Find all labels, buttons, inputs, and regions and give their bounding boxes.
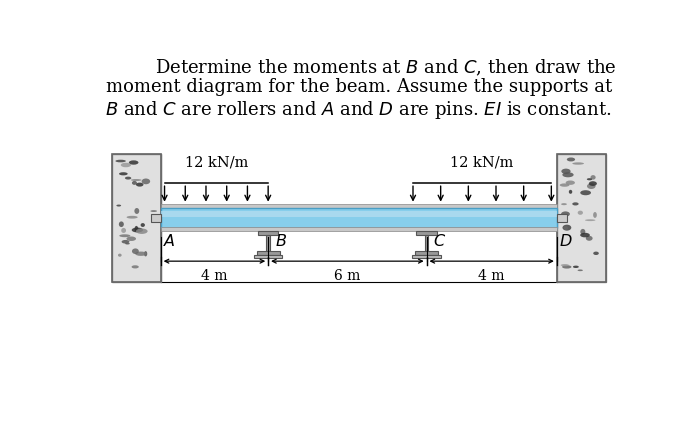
Ellipse shape xyxy=(135,252,146,256)
Ellipse shape xyxy=(127,216,138,219)
Ellipse shape xyxy=(562,172,573,177)
Ellipse shape xyxy=(578,211,583,215)
Text: 6 m: 6 m xyxy=(334,268,360,282)
Bar xyxy=(112,154,161,282)
Bar xyxy=(161,204,556,208)
Ellipse shape xyxy=(121,228,126,233)
Ellipse shape xyxy=(132,249,139,254)
Ellipse shape xyxy=(116,205,121,206)
Ellipse shape xyxy=(141,179,150,184)
Ellipse shape xyxy=(141,223,145,227)
Ellipse shape xyxy=(136,183,144,187)
Ellipse shape xyxy=(150,210,157,212)
Ellipse shape xyxy=(116,160,126,162)
Ellipse shape xyxy=(561,169,570,174)
Ellipse shape xyxy=(573,202,579,205)
Ellipse shape xyxy=(119,221,124,227)
Bar xyxy=(161,208,556,227)
Bar xyxy=(151,214,161,222)
Ellipse shape xyxy=(132,265,139,268)
Text: 4 m: 4 m xyxy=(478,268,505,282)
Bar xyxy=(258,231,279,235)
Ellipse shape xyxy=(566,180,575,185)
Text: 4 m: 4 m xyxy=(201,268,228,282)
Bar xyxy=(556,154,606,282)
Ellipse shape xyxy=(127,236,136,241)
Bar xyxy=(161,227,556,231)
Ellipse shape xyxy=(569,190,573,194)
Ellipse shape xyxy=(119,234,130,237)
Text: $\mathit{C}$: $\mathit{C}$ xyxy=(433,233,446,250)
Ellipse shape xyxy=(562,265,571,268)
Bar xyxy=(416,231,437,235)
Ellipse shape xyxy=(580,229,585,235)
Ellipse shape xyxy=(587,178,592,180)
Ellipse shape xyxy=(131,179,141,181)
Ellipse shape xyxy=(580,233,590,237)
Bar xyxy=(556,154,606,282)
Ellipse shape xyxy=(129,160,139,165)
Bar xyxy=(266,235,270,251)
Ellipse shape xyxy=(563,225,571,231)
Text: $B$ and $C$ are rollers and $A$ and $D$ are pins. $EI$ is constant.: $B$ and $C$ are rollers and $A$ and $D$ … xyxy=(106,99,612,121)
Text: $\mathit{A}$: $\mathit{A}$ xyxy=(163,233,176,250)
Ellipse shape xyxy=(564,226,568,230)
Bar xyxy=(161,211,556,216)
Ellipse shape xyxy=(125,176,132,180)
Ellipse shape xyxy=(132,181,137,185)
Ellipse shape xyxy=(144,251,147,257)
Ellipse shape xyxy=(560,183,570,187)
Bar xyxy=(425,235,428,251)
Bar xyxy=(412,255,441,258)
Ellipse shape xyxy=(561,203,567,205)
Bar xyxy=(254,255,282,258)
Ellipse shape xyxy=(567,158,575,161)
Ellipse shape xyxy=(118,253,122,257)
Text: $\mathit{D}$: $\mathit{D}$ xyxy=(559,233,573,250)
Text: 12 kN/m: 12 kN/m xyxy=(185,155,248,169)
Bar xyxy=(257,251,279,255)
Ellipse shape xyxy=(587,183,596,189)
Ellipse shape xyxy=(120,163,131,167)
Ellipse shape xyxy=(580,190,591,195)
Ellipse shape xyxy=(573,266,579,268)
Ellipse shape xyxy=(134,226,138,232)
Text: Determine the moments at $B$ and $C$, then draw the: Determine the moments at $B$ and $C$, th… xyxy=(155,58,617,78)
Ellipse shape xyxy=(134,208,139,214)
Ellipse shape xyxy=(573,162,584,165)
Ellipse shape xyxy=(591,175,596,180)
Ellipse shape xyxy=(586,236,593,241)
Ellipse shape xyxy=(132,227,143,232)
Bar xyxy=(112,154,161,282)
Text: moment diagram for the beam. Assume the supports at: moment diagram for the beam. Assume the … xyxy=(106,78,612,96)
Ellipse shape xyxy=(136,228,148,234)
Ellipse shape xyxy=(125,243,130,245)
Ellipse shape xyxy=(585,219,596,221)
Ellipse shape xyxy=(578,269,583,271)
Ellipse shape xyxy=(589,181,597,186)
Ellipse shape xyxy=(122,240,130,243)
Text: 12 kN/m: 12 kN/m xyxy=(451,155,514,169)
Bar xyxy=(556,214,566,222)
Bar xyxy=(415,251,438,255)
Text: $\mathit{B}$: $\mathit{B}$ xyxy=(274,233,287,250)
Ellipse shape xyxy=(593,212,597,218)
Ellipse shape xyxy=(593,252,598,255)
Ellipse shape xyxy=(561,211,570,216)
Ellipse shape xyxy=(119,172,127,176)
Ellipse shape xyxy=(561,264,569,266)
